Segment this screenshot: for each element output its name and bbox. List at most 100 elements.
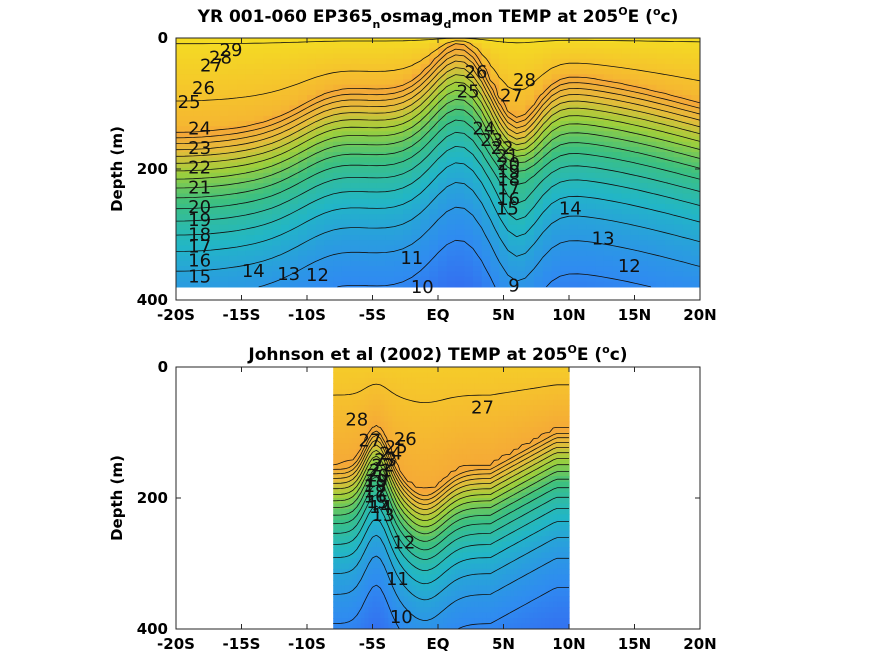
heatmap-cell	[359, 167, 369, 174]
heatmap-cell	[324, 131, 334, 138]
heatmap-cell	[490, 167, 500, 174]
heatmap-cell	[638, 58, 649, 65]
heatmap-cell	[388, 437, 393, 445]
heatmap-cell	[541, 443, 547, 450]
heatmap-cell	[219, 281, 229, 288]
heatmap-cell	[438, 203, 448, 210]
heatmap-cell	[193, 157, 203, 164]
heatmap-cell	[431, 427, 436, 434]
heatmap-cell	[307, 250, 317, 257]
heatmap-cell	[344, 547, 350, 554]
heatmap-cell	[307, 183, 317, 189]
heatmap-cell	[368, 53, 378, 60]
heatmap-cell	[333, 172, 343, 179]
heatmap-cell	[184, 63, 195, 70]
heatmap-cell	[443, 508, 448, 515]
heatmap-cell	[553, 383, 558, 390]
heatmap-cell	[202, 271, 212, 278]
heatmap-cell	[595, 260, 605, 267]
heatmap-cell	[228, 255, 238, 262]
heatmap-cell	[210, 188, 221, 195]
heatmap-cell	[324, 63, 334, 70]
heatmap-cell	[612, 203, 622, 210]
heatmap-cell	[682, 188, 692, 195]
heatmap-cell	[478, 476, 484, 483]
heatmap-cell	[228, 229, 238, 236]
heatmap-cell	[376, 492, 381, 499]
heatmap-cell	[333, 372, 338, 379]
heatmap-cell	[537, 487, 543, 494]
heatmap-cell	[553, 519, 558, 526]
heatmap-cell	[612, 162, 622, 169]
heatmap-cell	[272, 152, 282, 158]
heatmap-cell	[435, 536, 440, 543]
heatmap-cell	[400, 416, 405, 423]
heatmap-cell	[542, 58, 553, 65]
heatmap-cell	[612, 43, 622, 49]
heatmap-cell	[458, 465, 464, 472]
heatmap-cell	[647, 281, 657, 288]
heatmap-cell	[447, 405, 452, 412]
heatmap-cell	[513, 421, 519, 428]
heatmap-cell	[219, 110, 229, 117]
heatmap-cell	[350, 167, 360, 174]
heatmap-cell	[396, 367, 401, 374]
heatmap-cell	[472, 260, 483, 267]
heatmap-cell	[368, 266, 378, 272]
heatmap-cell	[510, 416, 515, 423]
heatmap-cell	[612, 131, 622, 138]
heatmap-cell	[384, 394, 389, 401]
heatmap-cell	[557, 541, 562, 548]
heatmap-cell	[298, 172, 308, 179]
heatmap-cell	[210, 43, 221, 49]
heatmap-cell	[372, 383, 378, 390]
heatmap-cell	[368, 188, 378, 195]
heatmap-cell	[263, 224, 273, 231]
heatmap-cell	[394, 89, 404, 96]
heatmap-cell	[499, 115, 509, 122]
heatmap-cell	[494, 383, 499, 390]
heatmap-cell	[415, 367, 421, 374]
heatmap-cell	[534, 183, 544, 189]
heatmap-cell	[638, 63, 649, 70]
heatmap-cell	[595, 105, 605, 112]
heatmap-cell	[407, 536, 413, 543]
heatmap-cell	[419, 427, 425, 434]
heatmap-cell	[494, 470, 499, 477]
heatmap-cell	[595, 152, 605, 158]
x-tick-label: 10N	[552, 306, 585, 324]
heatmap-cell	[360, 421, 366, 428]
heatmap-cell	[499, 172, 509, 179]
heatmap-cell	[451, 405, 456, 412]
heatmap-cell	[525, 427, 531, 434]
heatmap-cell	[237, 110, 247, 117]
heatmap-cell	[376, 115, 387, 122]
heatmap-cell	[466, 394, 472, 401]
heatmap-cell	[521, 541, 527, 548]
heatmap-cell	[682, 271, 692, 278]
heatmap-cell	[549, 459, 554, 466]
heatmap-cell	[541, 498, 547, 505]
heatmap-cell	[359, 260, 369, 267]
heatmap-cell	[368, 388, 374, 395]
heatmap-cell	[341, 240, 352, 247]
heatmap-cell	[254, 157, 264, 164]
heatmap-cell	[494, 405, 499, 412]
heatmap-cell	[388, 547, 393, 554]
heatmap-cell	[486, 394, 491, 401]
heatmap-cell	[380, 498, 385, 505]
heatmap-cell	[307, 136, 317, 143]
heatmap-cell	[435, 437, 440, 445]
heatmap-cell	[403, 465, 409, 472]
heatmap-cell	[490, 377, 495, 384]
heatmap-cell	[272, 48, 282, 55]
heatmap-cell	[472, 157, 483, 164]
heatmap-cell	[376, 470, 381, 477]
heatmap-cell	[403, 235, 413, 241]
heatmap-cell	[298, 276, 308, 283]
heatmap-cell	[565, 481, 570, 488]
heatmap-cell	[415, 503, 421, 510]
heatmap-cell	[298, 245, 308, 252]
heatmap-cell	[630, 276, 640, 283]
heatmap-cell	[427, 519, 433, 526]
